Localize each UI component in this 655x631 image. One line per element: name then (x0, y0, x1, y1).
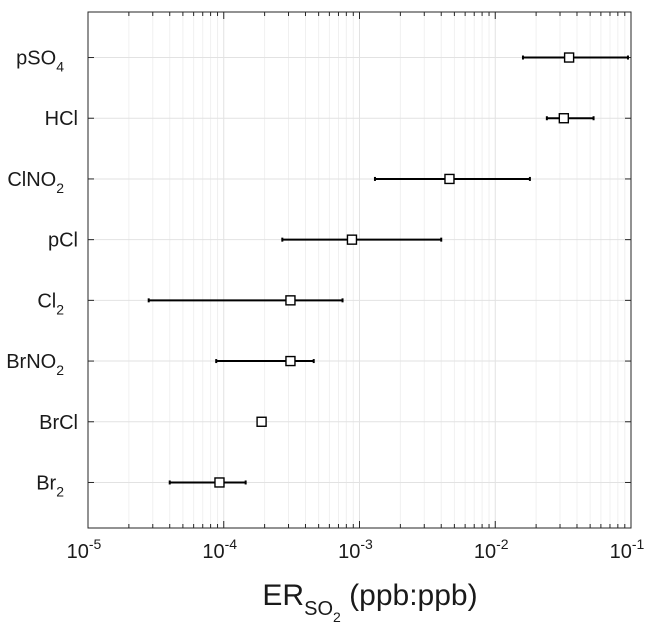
category-label: BrNO2 (6, 351, 64, 378)
category-label: Cl2 (37, 290, 64, 317)
data-point-marker (558, 113, 570, 124)
x-tick-label: 10-5 (67, 536, 102, 563)
x-axis-title: ERSO2 (ppb:ppb) (262, 579, 477, 625)
data-point-marker (346, 234, 358, 245)
data-point-marker (563, 52, 575, 63)
category-labels: pSO4 HCl ClNO2 pCl Cl2 BrNO2 BrCl Br2 (6, 48, 631, 499)
category-label: pCl (48, 230, 78, 252)
x-tick-label: 10-2 (474, 536, 509, 563)
data-point-marker (285, 355, 296, 367)
data-points (147, 52, 629, 488)
x-axis-ticks: 10-5 10-4 10-3 10-2 10-1 (67, 12, 645, 563)
category-label: BrCl (39, 412, 78, 434)
category-label: Br2 (36, 472, 64, 499)
data-point-marker (256, 416, 267, 427)
category-label: ClNO2 (7, 169, 64, 196)
category-label: pSO4 (16, 48, 64, 75)
data-point-marker (444, 173, 455, 185)
data-point-marker (214, 477, 225, 488)
x-tick-label: 10-3 (338, 536, 373, 563)
category-label: HCl (45, 108, 78, 130)
x-tick-label: 10-4 (202, 536, 237, 563)
grid-lines (87, 12, 631, 528)
x-tick-label: 10-1 (610, 536, 645, 563)
data-point-marker (285, 295, 296, 306)
